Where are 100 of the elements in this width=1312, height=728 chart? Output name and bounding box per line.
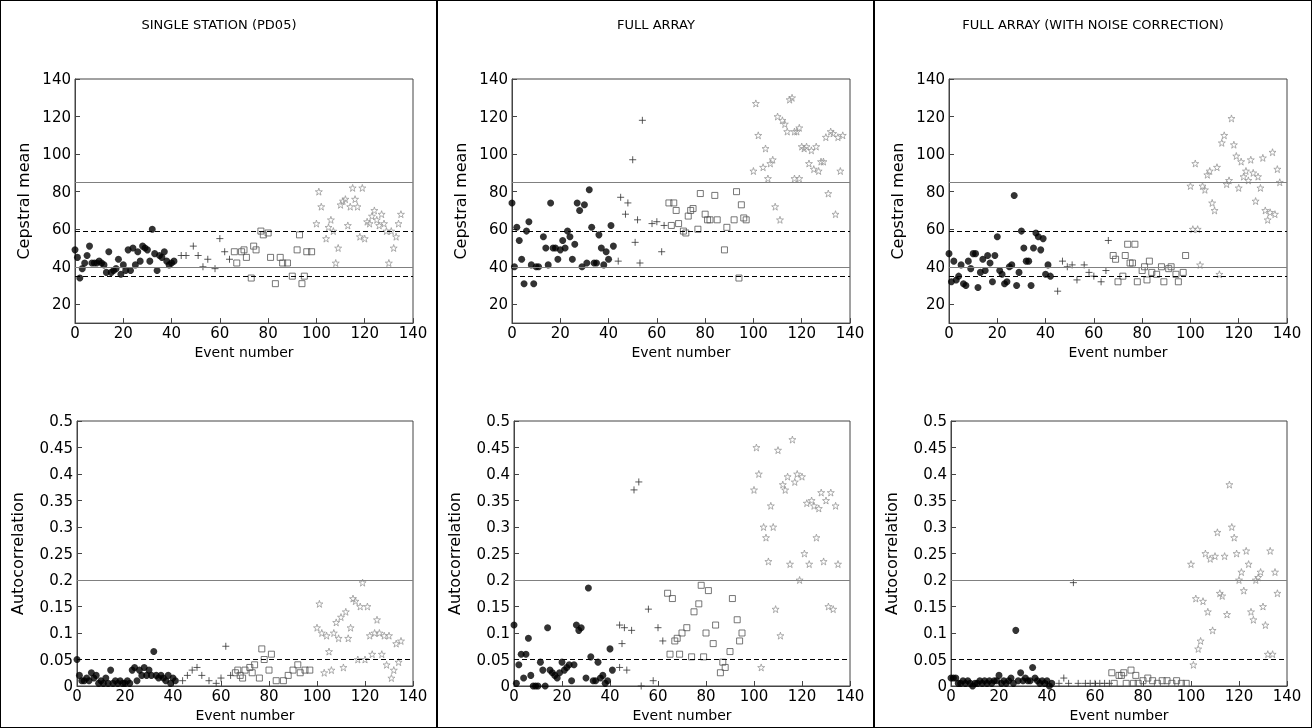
y-tick-label: 0.5 <box>49 412 73 430</box>
x-axis-title: Event number <box>631 344 731 360</box>
y-tick-label: 0.2 <box>49 571 73 589</box>
x-axis-title: Event number <box>194 344 294 360</box>
y-tick-label: 80 <box>51 182 71 201</box>
y-tick-label: 100 <box>479 145 508 164</box>
y-tick-label: 40 <box>925 257 945 276</box>
y-tick-label: 0.2 <box>923 571 947 589</box>
y-tick-label: 140 <box>916 70 945 88</box>
y-tick-label: 0.05 <box>476 650 510 669</box>
x-axis-title: Event number <box>1069 706 1169 723</box>
y-tick-label: 80 <box>925 182 945 201</box>
y-tick-label: 0.25 <box>39 544 73 563</box>
x-tick-label: 40 <box>1036 323 1056 342</box>
x-tick-label: 40 <box>599 323 619 342</box>
y-axis-title: Cepstral mean <box>13 142 33 260</box>
y-tick-label: 20 <box>51 295 71 314</box>
y-axis-title: Cepstral mean <box>887 142 907 260</box>
y-tick-label: 0.15 <box>39 597 73 616</box>
x-tick-label: 20 <box>115 686 135 705</box>
y-tick-label: 0.1 <box>486 624 510 642</box>
x-tick-label: 100 <box>1176 323 1205 342</box>
y-tick-label: 0.3 <box>923 518 947 536</box>
x-tick-label: 140 <box>398 323 428 342</box>
x-axis-title: Event number <box>1068 344 1168 360</box>
x-tick-label: 120 <box>787 686 817 705</box>
x-tick-label: 80 <box>695 323 715 342</box>
x-tick-label: 100 <box>739 323 768 342</box>
x-tick-label: 60 <box>648 686 668 705</box>
y-tick-label: 0.4 <box>486 465 510 483</box>
y-tick-label: 60 <box>925 220 945 239</box>
x-tick-label: 60 <box>210 323 230 342</box>
chart-title: SINGLE STATION (PD05) <box>141 17 297 32</box>
y-tick-label: 0.4 <box>49 465 73 483</box>
y-tick-label: 0.45 <box>39 438 73 457</box>
x-tick-label: 20 <box>550 323 570 342</box>
y-tick-label: 140 <box>42 70 71 88</box>
y-tick-label: 20 <box>925 295 945 314</box>
x-tick-label: 120 <box>350 323 380 342</box>
x-tick-label: 20 <box>113 323 133 342</box>
x-tick-label: 140 <box>1272 686 1302 705</box>
y-tick-label: 0.5 <box>486 412 510 430</box>
y-tick-label: 20 <box>488 295 508 314</box>
y-axis-title: Cepstral mean <box>450 142 470 260</box>
y-tick-label: 140 <box>479 70 508 88</box>
y-tick-label: 0.1 <box>49 624 73 642</box>
x-tick-label: 80 <box>696 686 716 705</box>
y-tick-label: 0.35 <box>39 491 73 510</box>
y-tick-label: 0.45 <box>913 438 947 457</box>
y-tick-label: 0.35 <box>476 491 510 510</box>
y-tick-label: 0.45 <box>476 438 510 457</box>
x-tick-label: 100 <box>739 686 769 705</box>
x-tick-label: 40 <box>600 686 620 705</box>
x-tick-label: 120 <box>350 686 380 705</box>
x-tick-label: 100 <box>302 686 332 705</box>
x-tick-label: 140 <box>1272 323 1302 342</box>
x-tick-label: 20 <box>989 686 1009 705</box>
y-tick-label: 40 <box>51 257 71 276</box>
x-tick-label: 100 <box>302 323 331 342</box>
x-tick-label: 140 <box>398 686 428 705</box>
y-tick-label: 80 <box>488 182 508 201</box>
x-tick-label: 80 <box>1133 686 1153 705</box>
x-tick-label: 120 <box>787 323 817 342</box>
x-tick-label: 20 <box>552 686 572 705</box>
x-tick-label: 60 <box>211 686 231 705</box>
y-tick-label: 0.2 <box>486 571 510 589</box>
x-tick-label: 80 <box>259 686 279 705</box>
x-tick-label: 40 <box>162 323 182 342</box>
y-tick-label: 0.3 <box>486 518 510 536</box>
y-tick-label: 40 <box>488 257 508 276</box>
x-tick-label: 40 <box>1037 686 1057 705</box>
x-tick-label: 80 <box>1132 323 1152 342</box>
chart-title: FULL ARRAY (WITH NOISE CORRECTION) <box>962 17 1224 32</box>
x-tick-label: 60 <box>1085 686 1105 705</box>
y-tick-label: 0.35 <box>913 491 947 510</box>
y-tick-label: 60 <box>51 220 71 239</box>
y-tick-label: 0.05 <box>913 650 947 669</box>
y-tick-label: 0.5 <box>923 412 947 430</box>
x-axis-title: Event number <box>632 706 732 723</box>
y-axis-title: Autocorrelation <box>7 492 27 615</box>
y-tick-label: 0.15 <box>476 597 510 616</box>
y-tick-label: 0.05 <box>39 650 73 669</box>
y-tick-label: 0.4 <box>923 465 947 483</box>
y-tick-label: 60 <box>488 220 508 239</box>
x-tick-label: 100 <box>1176 686 1206 705</box>
x-tick-label: 140 <box>835 686 865 705</box>
y-axis-title: Autocorrelation <box>444 492 464 615</box>
y-tick-label: 0.3 <box>49 518 73 536</box>
x-tick-label: 60 <box>647 323 667 342</box>
x-tick-label: 60 <box>1084 323 1104 342</box>
x-tick-label: 140 <box>835 323 865 342</box>
x-axis-title: Event number <box>195 706 295 723</box>
y-tick-label: 120 <box>479 107 508 126</box>
y-axis-title: Autocorrelation <box>881 492 901 615</box>
y-tick-label: 0.25 <box>913 544 947 563</box>
x-tick-label: 120 <box>1224 686 1254 705</box>
x-tick-label: 120 <box>1224 323 1254 342</box>
y-tick-label: 0.25 <box>476 544 510 563</box>
x-tick-label: 20 <box>987 323 1007 342</box>
x-tick-label: 80 <box>258 323 278 342</box>
